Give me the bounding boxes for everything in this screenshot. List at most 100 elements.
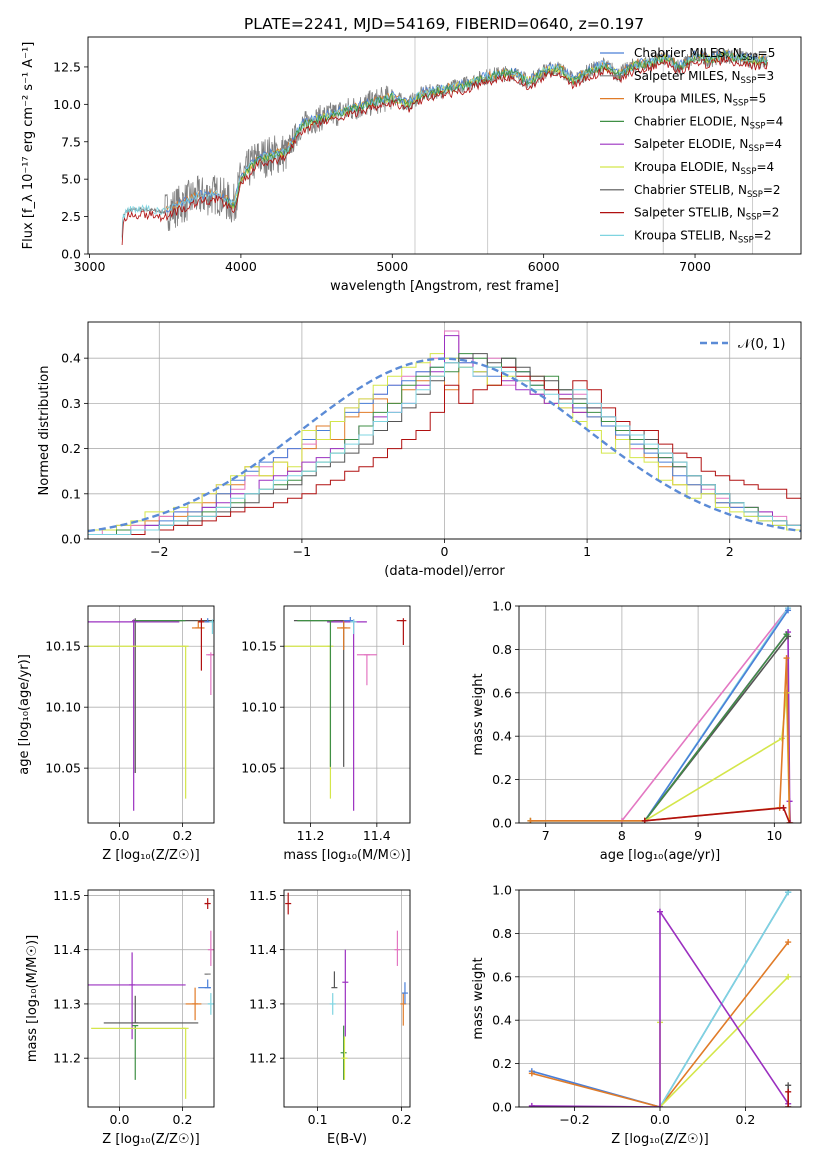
mass_vs_Z-xtick-label: 0.2 <box>173 1112 193 1127</box>
age_vs_Z-point <box>88 619 180 811</box>
mass_vs_EBV-ytick-label: 11.5 <box>249 888 277 903</box>
mass_vs_Z-point <box>207 930 214 966</box>
spectrum-axes: 3000 4000 5000 6000 7000 0.0 2.5 5.0 7.5 10.0 12.5… <box>21 36 802 294</box>
mass_vs_Z-point <box>91 1027 189 1099</box>
legend-subscript: SSP <box>738 235 754 245</box>
mass_vs_EBV-point <box>331 971 338 989</box>
mass_vs_EBV-plot-area <box>285 892 408 1080</box>
weight_vs_age-xlabel: age [log₁₀(age/yr)] <box>600 848 721 863</box>
weight_vs_Z-plot-area <box>528 890 792 1107</box>
weight_vs_age-xtick-label: 9 <box>694 828 702 843</box>
age_vs_Z-point <box>132 618 214 774</box>
legend-label: Salpeter MILES, NSSP=3 <box>634 69 774 86</box>
mass_vs_Z-axes: 0.0 0.2 11.2 11.3 11.4 11.5 Z [log₁₀(Z/Z☉)] mas… <box>25 888 215 1147</box>
figure-title: PLATE=2241, MJD=54169, FIBERID=0640, z=0… <box>244 15 644 33</box>
spectrum-frame <box>87 36 802 255</box>
mass_vs_EBV-point <box>394 930 401 966</box>
age_vs_mass-xtick-label: 11.4 <box>363 828 391 843</box>
mass_vs_EBV-ytick-label: 11.2 <box>249 1051 277 1066</box>
legend-label: Kroupa ELODIE, NSSP=4 <box>634 160 774 177</box>
mass_vs_Z-frame <box>87 889 215 1108</box>
mass_vs_EBV-xtick-label: 0.2 <box>392 1112 412 1127</box>
age_vs_mass-point <box>350 619 357 635</box>
mass_vs_Z-ytick-label: 11.3 <box>53 996 81 1011</box>
spectrum-model-salpeter-stelib <box>121 56 768 246</box>
mass_vs_EBV-axes: 0.1 0.2 11.2 11.3 11.4 11.5 E(B-V) <box>249 888 411 1147</box>
weight_vs_Z-ytick-label: 0.4 <box>492 1013 512 1028</box>
weight_vs_age-ytick-label: 0.4 <box>492 729 512 744</box>
age_vs_mass-point <box>297 620 334 767</box>
legend-suffix: =4 <box>756 160 774 174</box>
residuals-xtick-label: 0 <box>441 544 449 559</box>
weight_vs_age-ytick-label: 0.8 <box>492 642 512 657</box>
weight_vs_Z-xtick-label: −0.2 <box>559 1112 589 1127</box>
legend-label: Chabrier ELODIE, NSSP=4 <box>634 114 783 131</box>
weight_vs_age-series-2 <box>530 609 789 822</box>
weight_vs_Z-ytick-label: 0.8 <box>492 926 512 941</box>
spectrum-xlabel: wavelength [Angstrom, rest frame] <box>330 279 559 294</box>
legend-label: Kroupa STELIB, NSSP=2 <box>634 228 772 245</box>
age_vs_mass-ytick-label: 10.15 <box>241 639 277 654</box>
weight_vs_age-xtick-label: 7 <box>542 828 550 843</box>
residuals-ylabel: Normed distribution <box>37 366 52 496</box>
age_vs_Z-axes: 0.0 0.2 10.05 10.10 10.15 Z [log₁₀(Z/Z☉)] age … <box>17 605 215 863</box>
spectrum-ytick-label: 0.0 <box>61 247 81 262</box>
mass_vs_EBV-frame <box>283 889 411 1108</box>
age_vs_Z-point <box>209 619 214 635</box>
legend-subscript: SSP <box>748 144 764 154</box>
age_vs_mass-ytick-label: 10.10 <box>241 700 277 715</box>
weight_vs_Z-series-3 <box>659 976 789 1107</box>
weight_vs_age-series-0 <box>621 607 789 822</box>
spectrum-xtick-label: 6000 <box>528 259 560 274</box>
weight_vs_age-ylabel: mass weight <box>471 673 486 755</box>
age_vs_mass-xtick-label: 11.2 <box>297 828 325 843</box>
mass_vs_Z-point <box>198 979 211 989</box>
age_vs_mass-ytick-label: 10.05 <box>241 761 277 776</box>
mass_vs_EBV-point <box>342 949 349 1037</box>
mass_vs_Z-point <box>204 898 211 909</box>
weight_vs_age-series-5 <box>644 633 788 822</box>
mass_vs_EBV-point <box>285 892 292 915</box>
spectrum-plot-area <box>121 37 768 254</box>
age_vs_mass-point <box>356 654 377 686</box>
mass_vs_Z-xtick-label: 0.0 <box>110 1112 130 1127</box>
residuals-xtick-label: 1 <box>583 544 591 559</box>
weight_vs_age-ytick-label: 1.0 <box>492 599 512 614</box>
residuals-axes: −2 −1 0 1 2 0.0 0.1 0.2 0.3 0.4 (data-model)/error… <box>37 321 802 579</box>
age_vs_Z-point <box>88 645 189 799</box>
mass_vs_Z-ytick-label: 11.4 <box>53 942 81 957</box>
legend-suffix: =4 <box>766 114 784 128</box>
age_vs_mass-point <box>343 616 354 622</box>
residuals-legend: 𝒩(0, 1) <box>700 337 785 352</box>
age_vs_Z-xtick-label: 0.2 <box>173 828 193 843</box>
age_vs_mass-axes: 11.2 11.4 10.05 10.10 10.15 mass [log₁₀(M/M☉)… <box>241 605 411 863</box>
age_vs_Z-plot-area <box>88 618 214 811</box>
age_vs_mass-point <box>396 618 407 646</box>
legend-suffix: =5 <box>749 92 767 106</box>
spectrum-xtick-label: 4000 <box>225 259 257 274</box>
weight_vs_age-ytick-label: 0.0 <box>492 816 512 831</box>
age_vs_Z-xlabel: Z [log₁₀(Z/Z☉)] <box>102 848 199 863</box>
spectrum-xtick-label: 5000 <box>376 259 408 274</box>
mass_vs_EBV-point <box>340 1025 347 1080</box>
age_vs_Z-ylabel: age [log₁₀(age/yr)] <box>17 654 32 775</box>
legend-subscript: SSP <box>741 167 757 177</box>
residual-histogram-7 <box>88 366 801 535</box>
age_vs_Z-ytick-label: 10.15 <box>45 639 81 654</box>
weight_vs_age-axes: 7 8 9 10 0.0 0.2 0.4 0.6 0.8 1.0 age [log₁₀(age/yr… <box>471 599 802 863</box>
legend-label: 𝒩(0, 1) <box>738 337 785 352</box>
weight_vs_age-series-6 <box>530 692 791 823</box>
weight_vs_Z-frame <box>518 889 802 1108</box>
legend-suffix: =3 <box>756 69 774 83</box>
mass_vs_EBV-point <box>341 1036 348 1080</box>
legend-suffix: =2 <box>762 206 780 220</box>
age_vs_mass-point <box>337 620 351 650</box>
spectrum-legend: Chabrier MILES, NSSP=5 Salpeter MILES, NS… <box>600 46 783 245</box>
residuals-ytick-label: 0.1 <box>61 486 81 501</box>
legend-subscript: SSP <box>741 76 757 86</box>
mass_vs_EBV-xtick-label: 0.1 <box>308 1112 328 1127</box>
weight_vs_age-xtick-label: 10 <box>766 828 782 843</box>
gaussian-curve <box>88 357 801 533</box>
weight_vs_age-plot-area <box>527 606 794 823</box>
legend-subscript: SSP <box>747 190 763 200</box>
